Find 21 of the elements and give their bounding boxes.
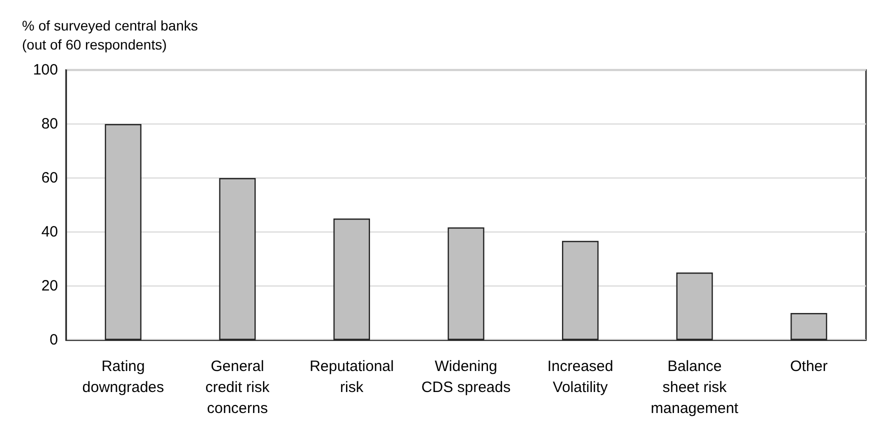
x-tick-label: General credit risk concerns bbox=[205, 358, 270, 417]
x-tick-label: Balance sheet risk management bbox=[650, 358, 740, 417]
x-tick-label: Increased Volatility bbox=[547, 358, 614, 396]
x-tick-label: Other bbox=[790, 358, 828, 375]
x-tick-label: Widening CDS spreads bbox=[421, 358, 511, 396]
y-tick-label: 0 bbox=[50, 332, 58, 348]
y-tick-label: 40 bbox=[41, 224, 58, 240]
bar bbox=[790, 313, 828, 340]
bar bbox=[219, 178, 256, 340]
bar bbox=[104, 124, 142, 340]
y-tick-label: 80 bbox=[41, 116, 58, 132]
bar bbox=[562, 240, 599, 340]
bar bbox=[676, 272, 713, 340]
y-tick-label: 20 bbox=[41, 278, 58, 294]
bar bbox=[448, 227, 484, 340]
x-tick-label: Rating downgrades bbox=[82, 358, 164, 396]
y-tick-label: 60 bbox=[41, 170, 58, 186]
y-axis-title: % of surveyed central banks (out of 60 respondents) bbox=[22, 18, 198, 52]
y-tick-label: 100 bbox=[32, 62, 58, 78]
x-tick-label: Reputational risk bbox=[310, 358, 394, 396]
bar bbox=[333, 218, 370, 340]
